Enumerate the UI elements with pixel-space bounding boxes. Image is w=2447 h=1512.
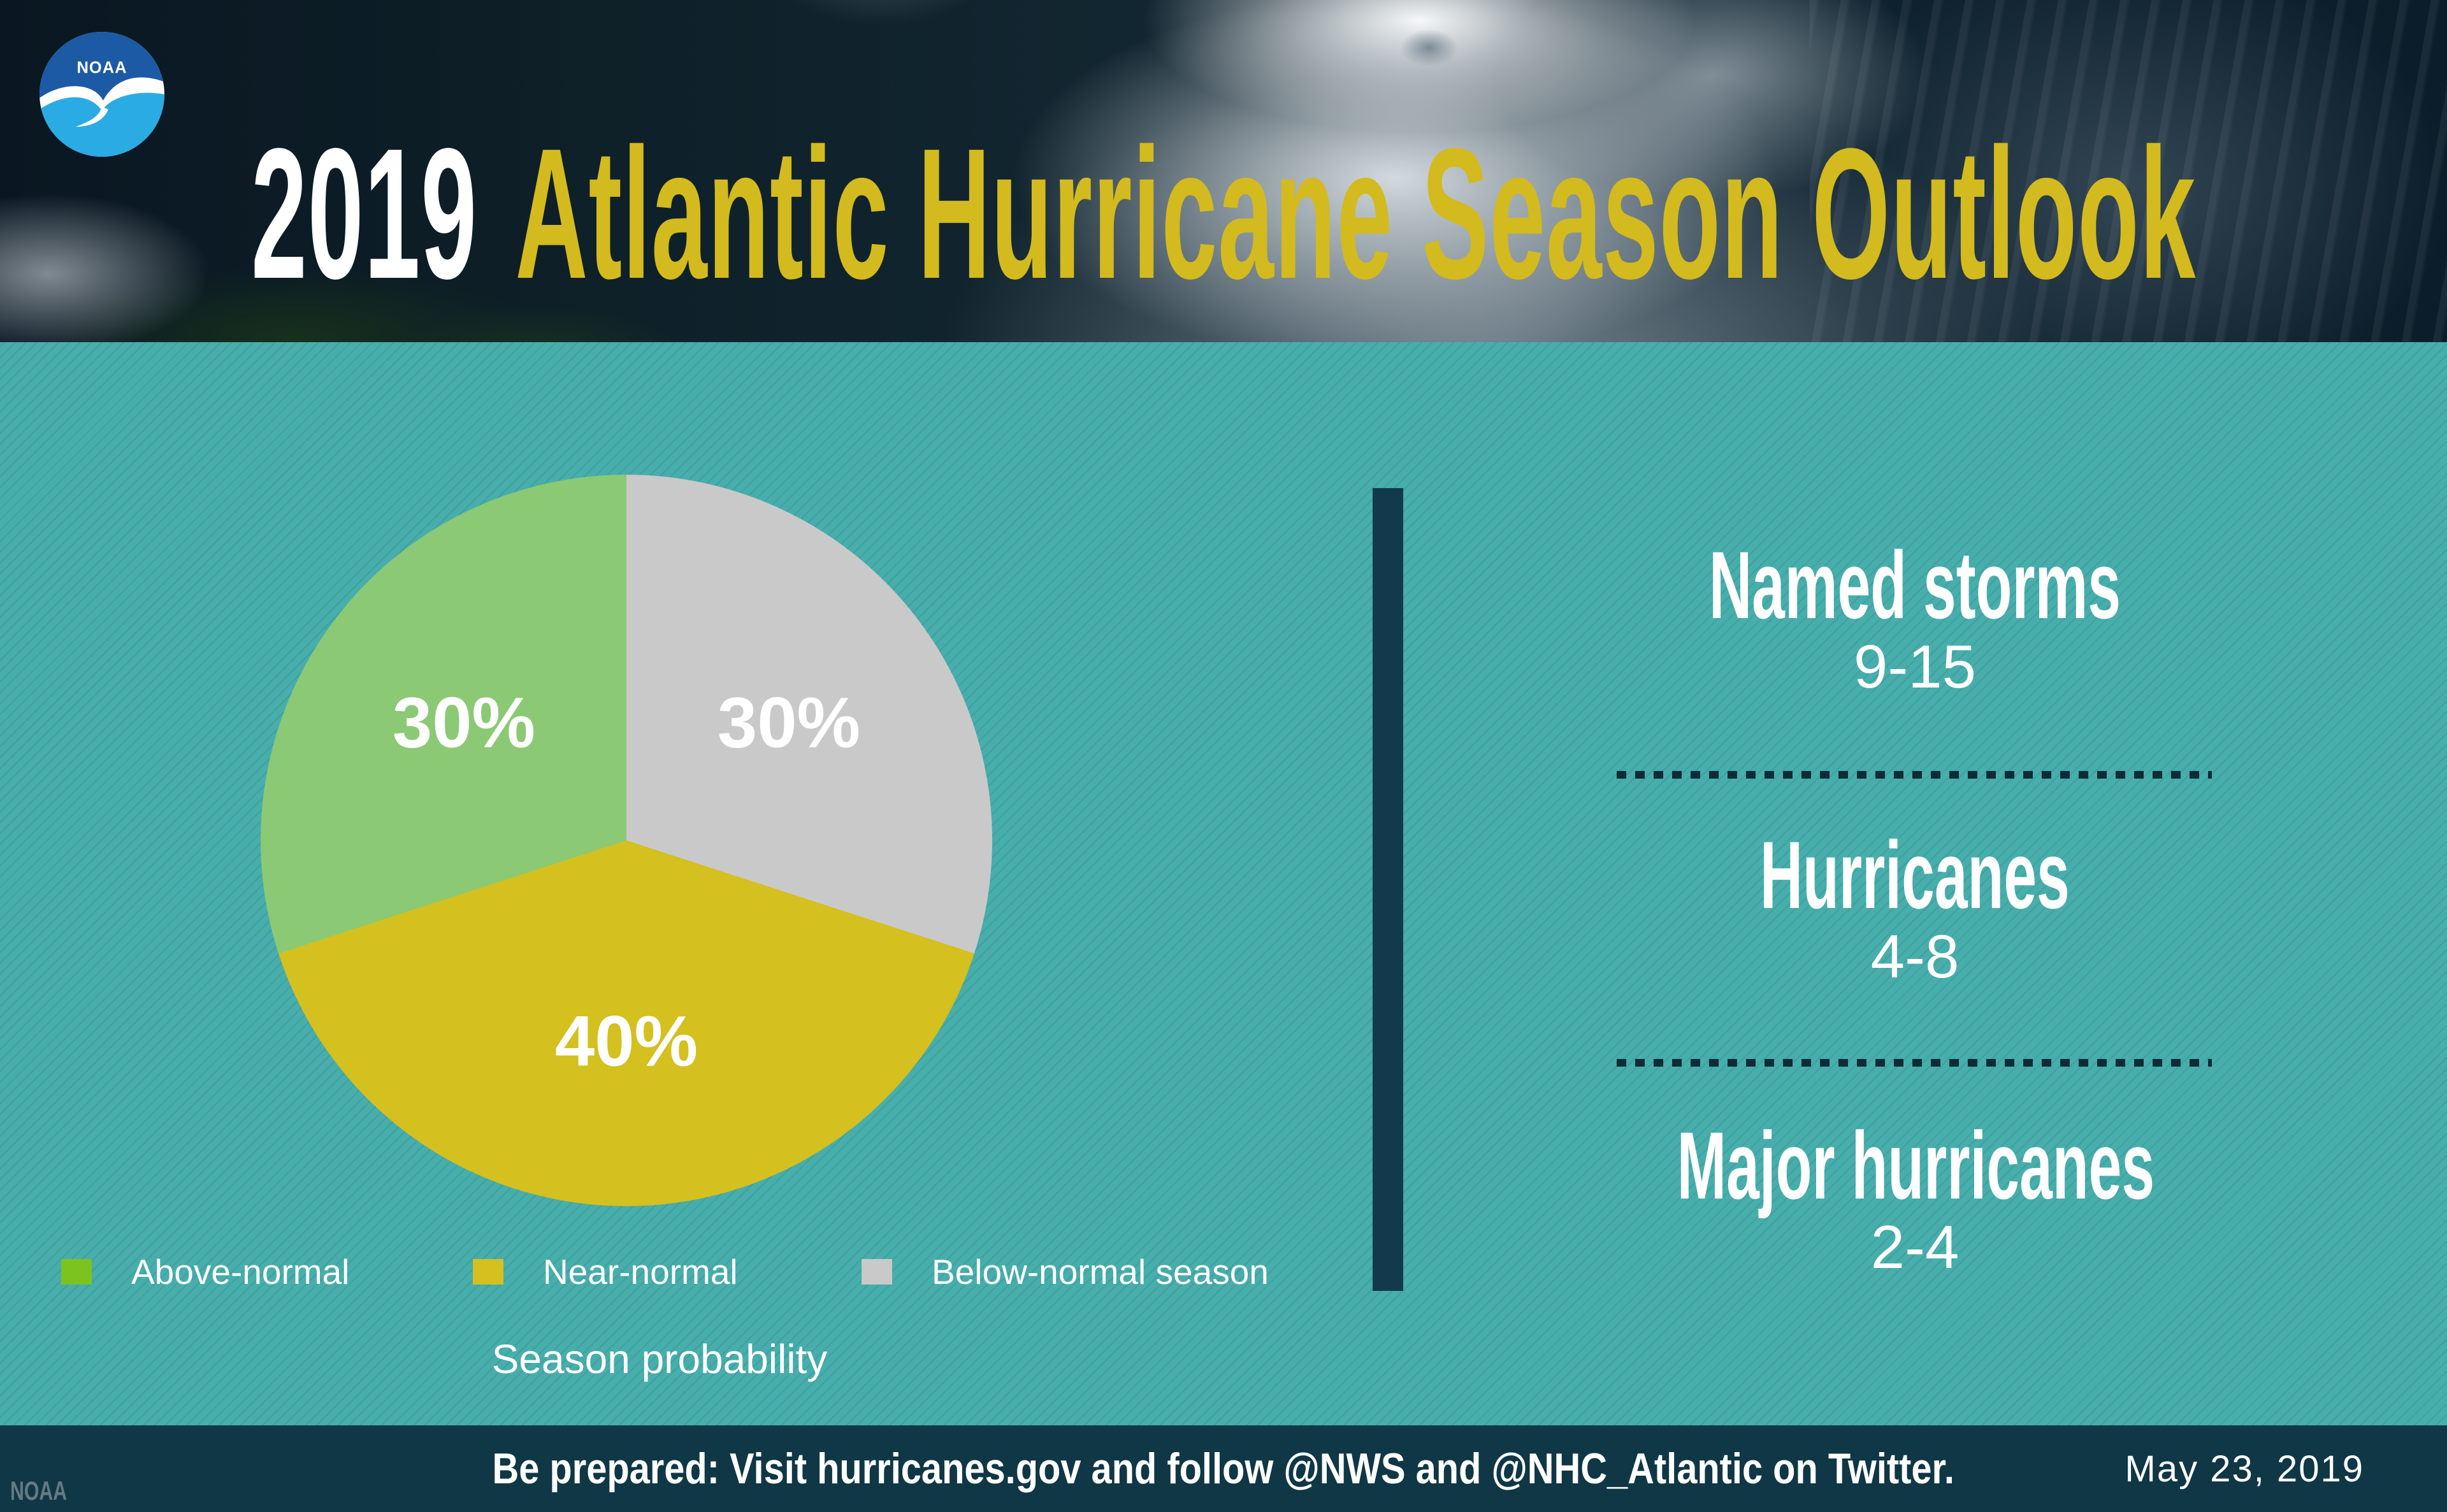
vertical-divider xyxy=(1373,488,1403,1291)
legend-label-below-normal: Below-normal season xyxy=(932,1252,1269,1292)
chart-title: Season probability xyxy=(491,1336,828,1382)
legend-swatch-above-normal xyxy=(61,1259,92,1285)
dotted-divider-2 xyxy=(1617,1059,2212,1067)
legend-swatch-near-normal xyxy=(473,1259,503,1285)
stat-range-named-storms: 9-15 xyxy=(1853,633,1977,701)
legend-label-near-normal: Near-normal xyxy=(543,1252,738,1292)
noaa-logo-icon: NOAA xyxy=(40,32,164,157)
stat-label-named-storms: Named storms xyxy=(1708,531,2121,638)
footer-date: May 23, 2019 xyxy=(2125,1448,2364,1490)
stat-label-hurricanes: Hurricanes xyxy=(1760,821,2070,928)
pie-label-near-normal: 40% xyxy=(554,1001,698,1081)
dotted-divider-1 xyxy=(1617,771,2212,779)
title-rest: Atlantic Hurricane Season Outlook xyxy=(515,110,2197,317)
legend-swatch-below-normal xyxy=(862,1259,892,1285)
pie-chart xyxy=(261,475,992,1206)
cloud-streaks xyxy=(1810,0,2447,342)
legend-item-above-normal: Above-normal xyxy=(61,1252,349,1292)
noaa-logo-text: NOAA xyxy=(77,59,127,77)
pie-label-above-normal: 30% xyxy=(392,682,536,763)
page-title: 2019 Atlantic Hurricane Season Outlook xyxy=(0,108,2447,319)
stat-label-major-hurricanes: Major hurricanes xyxy=(1677,1112,2155,1219)
footer-message: Be prepared: Visit hurricanes.gov and fo… xyxy=(492,1444,1955,1493)
stat-range-major-hurricanes: 2-4 xyxy=(1870,1213,1960,1281)
legend-item-below-normal: Below-normal season xyxy=(862,1252,1269,1292)
legend-item-near-normal: Near-normal xyxy=(473,1252,738,1292)
legend-label-above-normal: Above-normal xyxy=(131,1252,350,1292)
stat-range-hurricanes: 4-8 xyxy=(1870,923,1960,991)
title-year: 2019 xyxy=(250,110,477,317)
footer-bar: Be prepared: Visit hurricanes.gov and fo… xyxy=(0,1425,2447,1512)
header-satellite-image: NOAA 2019 Atlantic Hurricane Season Outlo… xyxy=(0,0,2447,342)
noaa-watermark: NOAA xyxy=(10,1476,68,1506)
pie-label-below-normal: 30% xyxy=(717,682,861,763)
